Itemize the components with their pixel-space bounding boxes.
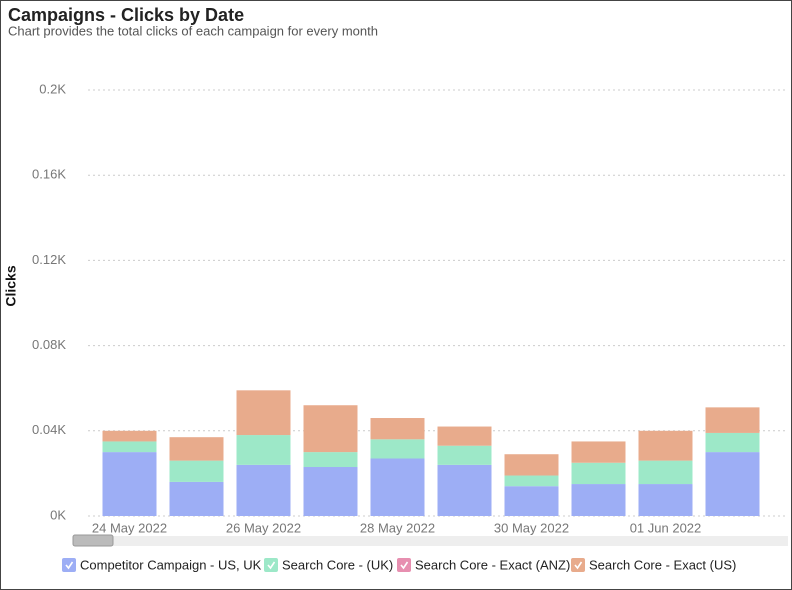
legend-label[interactable]: Competitor Campaign - US, UK xyxy=(80,557,262,572)
bar-segment[interactable] xyxy=(571,441,626,463)
y-tick-label: 0.12K xyxy=(32,252,66,267)
bar-segment[interactable] xyxy=(370,439,425,459)
x-tick-label: 24 May 2022 xyxy=(92,520,167,535)
chart-subtitle: Chart provides the total clicks of each … xyxy=(8,23,378,38)
bar-segment[interactable] xyxy=(437,464,492,516)
bar-segment[interactable] xyxy=(437,445,492,465)
legend-swatch[interactable] xyxy=(264,558,278,572)
bar-segment[interactable] xyxy=(504,486,559,516)
bar-segment[interactable] xyxy=(303,452,358,468)
bar-segment[interactable] xyxy=(504,454,559,476)
bar-segment[interactable] xyxy=(169,481,224,516)
chart-title: Campaigns - Clicks by Date xyxy=(8,5,244,25)
legend-label[interactable]: Search Core - Exact (ANZ) xyxy=(415,557,570,572)
bar-segment[interactable] xyxy=(236,435,291,465)
bar-segment[interactable] xyxy=(169,437,224,461)
x-tick-label: 01 Jun 2022 xyxy=(630,520,702,535)
legend-label[interactable]: Search Core - Exact (US) xyxy=(589,557,736,572)
scrollbar-thumb[interactable] xyxy=(72,534,114,547)
legend-check xyxy=(267,561,276,570)
bar-segment[interactable] xyxy=(102,452,157,516)
bar-segment[interactable] xyxy=(638,430,693,461)
legend-label[interactable]: Search Core - (UK) xyxy=(282,557,393,572)
legend-check xyxy=(65,561,74,570)
bar-segment[interactable] xyxy=(236,464,291,516)
bar-segment[interactable] xyxy=(303,405,358,453)
bar-segment[interactable] xyxy=(571,462,626,485)
legend-swatch[interactable] xyxy=(571,558,585,572)
y-tick-label: 0K xyxy=(50,507,66,522)
bar-segment[interactable] xyxy=(102,430,157,442)
y-axis-title: Clicks xyxy=(3,265,19,306)
x-tick-label: 30 May 2022 xyxy=(494,520,569,535)
bar-segment[interactable] xyxy=(504,475,559,487)
bar-segment[interactable] xyxy=(705,407,760,433)
scrollbar-track[interactable] xyxy=(73,536,788,546)
y-tick-label: 0.2K xyxy=(39,81,66,96)
bar-segment[interactable] xyxy=(102,441,157,453)
bar-segment[interactable] xyxy=(571,484,626,516)
bar-segment[interactable] xyxy=(638,484,693,516)
x-tick-label: 28 May 2022 xyxy=(360,520,435,535)
x-tick-label: 26 May 2022 xyxy=(226,520,301,535)
bar-segment[interactable] xyxy=(370,418,425,440)
bar-segment[interactable] xyxy=(303,467,358,516)
bar-segment[interactable] xyxy=(169,460,224,482)
bar-segment[interactable] xyxy=(638,460,693,485)
y-tick-label: 0.16K xyxy=(32,167,66,182)
bar-segment[interactable] xyxy=(370,458,425,516)
y-tick-label: 0.04K xyxy=(32,422,66,437)
legend-swatch[interactable] xyxy=(397,558,411,572)
bar-segment[interactable] xyxy=(705,452,760,516)
legend-swatch[interactable] xyxy=(62,558,76,572)
y-tick-label: 0.08K xyxy=(32,337,66,352)
legend-check xyxy=(400,561,409,570)
bar-segment[interactable] xyxy=(705,432,760,453)
bar-segment[interactable] xyxy=(236,390,291,436)
legend-check xyxy=(574,561,583,570)
bar-segment[interactable] xyxy=(437,426,492,446)
